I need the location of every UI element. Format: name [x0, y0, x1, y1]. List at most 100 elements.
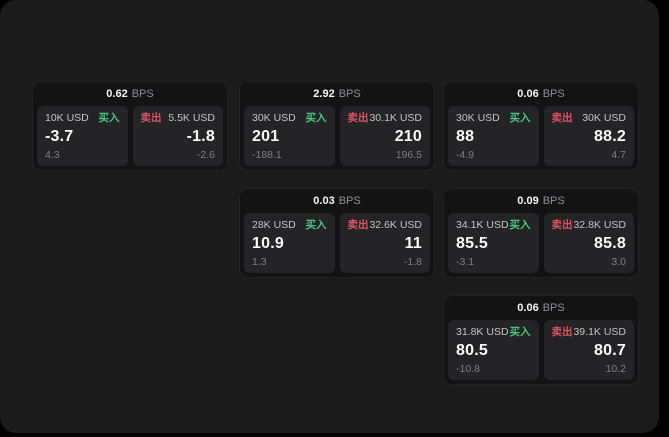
buy-sub-value: 1.3: [252, 255, 267, 268]
sell-tile-header: 卖出 5.5K USD: [141, 113, 216, 124]
buy-size-label: 30K USD: [456, 112, 500, 124]
spread-bps-value: 0.62: [106, 88, 128, 100]
quote-card: 0.06 BPS 30K USD 买入 88 -4.9 卖出 30K USD 8…: [444, 82, 638, 170]
buy-sub-value: -3.1: [456, 255, 475, 268]
sell-side-label: 卖出: [551, 112, 573, 124]
quote-card: 0.62 BPS 10K USD 买入 -3.7 4.3 卖出 5.5K USD…: [33, 82, 227, 170]
sell-quote-tile[interactable]: 卖出 30K USD 88.2 4.7: [543, 106, 634, 166]
spread-bps-value: 0.03: [313, 195, 335, 207]
sell-quote-tile[interactable]: 卖出 32.8K USD 85.8 3.0: [543, 213, 634, 273]
buy-sub-value: 4.3: [45, 148, 60, 161]
buy-quote-tile[interactable]: 34.1K USD 买入 85.5 -3.1: [448, 213, 539, 273]
card-spread-header: 0.06 BPS: [444, 82, 638, 106]
sell-side-label: 卖出: [347, 112, 369, 124]
sell-side-label: 卖出: [551, 326, 573, 338]
buy-quote-tile[interactable]: 30K USD 买入 201 -188.1: [244, 106, 335, 166]
sell-quote-tile[interactable]: 卖出 32.6K USD 11 -1.8: [339, 213, 430, 273]
buy-price-value: 88: [456, 127, 475, 145]
sell-side-label: 卖出: [140, 112, 162, 124]
buy-side-label: 买入: [98, 112, 120, 124]
sell-price-value: 88.2: [594, 127, 626, 145]
buy-size-label: 10K USD: [45, 112, 89, 124]
bps-unit-label: BPS: [338, 195, 361, 207]
quote-tiles: 28K USD 买入 10.9 1.3 卖出 32.6K USD 11 -1.8: [244, 213, 430, 273]
buy-size-label: 34.1K USD: [456, 219, 509, 231]
bps-unit-label: BPS: [542, 302, 565, 314]
buy-side-label: 买入: [509, 112, 531, 124]
spread-bps-value: 0.06: [517, 302, 539, 314]
quote-tiles: 34.1K USD 买入 85.5 -3.1 卖出 32.8K USD 85.8…: [448, 213, 634, 273]
sell-sub-value: 10.2: [605, 362, 626, 375]
buy-price-value: 80.5: [456, 341, 488, 359]
sell-sub-value: 4.7: [611, 148, 626, 161]
sell-sub-value: -2.6: [196, 148, 215, 161]
buy-tile-header: 34.1K USD 买入: [456, 220, 531, 231]
card-spread-header: 0.62 BPS: [33, 82, 227, 106]
sell-size-label: 30K USD: [582, 112, 626, 124]
sell-quote-tile[interactable]: 卖出 39.1K USD 80.7 10.2: [543, 320, 634, 380]
sell-size-label: 32.8K USD: [573, 219, 626, 231]
buy-side-label: 买入: [305, 219, 327, 231]
sell-price-value: 85.8: [594, 234, 626, 252]
quote-card: 2.92 BPS 30K USD 买入 201 -188.1 卖出 30.1K …: [240, 82, 434, 170]
buy-tile-header: 30K USD 买入: [252, 113, 327, 124]
buy-quote-tile[interactable]: 28K USD 买入 10.9 1.3: [244, 213, 335, 273]
buy-sub-value: -4.9: [456, 148, 475, 161]
buy-price-value: 201: [252, 127, 280, 145]
sell-tile-header: 卖出 32.8K USD: [552, 220, 627, 231]
quote-tiles: 10K USD 买入 -3.7 4.3 卖出 5.5K USD -1.8 -2.…: [37, 106, 223, 166]
sell-side-label: 卖出: [347, 219, 369, 231]
quote-card: 0.06 BPS 31.8K USD 买入 80.5 -10.8 卖出 39.1…: [444, 296, 638, 384]
buy-size-label: 28K USD: [252, 219, 296, 231]
card-spread-header: 0.09 BPS: [444, 189, 638, 213]
card-spread-header: 0.06 BPS: [444, 296, 638, 320]
spread-bps-value: 2.92: [313, 88, 335, 100]
sell-price-value: 80.7: [594, 341, 626, 359]
bps-unit-label: BPS: [338, 88, 361, 100]
quote-tiles: 30K USD 买入 88 -4.9 卖出 30K USD 88.2 4.7: [448, 106, 634, 166]
buy-size-label: 31.8K USD: [456, 326, 509, 338]
quote-tiles: 30K USD 买入 201 -188.1 卖出 30.1K USD 210 1…: [244, 106, 430, 166]
sell-size-label: 32.6K USD: [369, 219, 422, 231]
buy-price-value: -3.7: [45, 127, 74, 145]
quote-tiles: 31.8K USD 买入 80.5 -10.8 卖出 39.1K USD 80.…: [448, 320, 634, 380]
sell-price-value: -1.8: [186, 127, 215, 145]
quote-cards-grid: 0.62 BPS 10K USD 买入 -3.7 4.3 卖出 5.5K USD…: [33, 82, 638, 384]
quote-card: 0.09 BPS 34.1K USD 买入 85.5 -3.1 卖出 32.8K…: [444, 189, 638, 277]
sell-tile-header: 卖出 30K USD: [552, 113, 627, 124]
bps-unit-label: BPS: [542, 88, 565, 100]
buy-price-value: 10.9: [252, 234, 284, 252]
sell-tile-header: 卖出 39.1K USD: [552, 327, 627, 338]
buy-tile-header: 30K USD 买入: [456, 113, 531, 124]
card-spread-header: 2.92 BPS: [240, 82, 434, 106]
buy-size-label: 30K USD: [252, 112, 296, 124]
sell-sub-value: 3.0: [611, 255, 626, 268]
buy-side-label: 买入: [509, 219, 531, 231]
sell-price-value: 210: [394, 127, 422, 145]
buy-quote-tile[interactable]: 30K USD 买入 88 -4.9: [448, 106, 539, 166]
buy-sub-value: -10.8: [456, 362, 480, 375]
sell-tile-header: 卖出 32.6K USD: [348, 220, 423, 231]
buy-tile-header: 31.8K USD 买入: [456, 327, 531, 338]
buy-quote-tile[interactable]: 31.8K USD 买入 80.5 -10.8: [448, 320, 539, 380]
buy-price-value: 85.5: [456, 234, 488, 252]
sell-quote-tile[interactable]: 卖出 5.5K USD -1.8 -2.6: [132, 106, 223, 166]
quote-card: 0.03 BPS 28K USD 买入 10.9 1.3 卖出 32.6K US…: [240, 189, 434, 277]
bps-unit-label: BPS: [542, 195, 565, 207]
spread-bps-value: 0.06: [517, 88, 539, 100]
buy-sub-value: -188.1: [252, 148, 282, 161]
sell-side-label: 卖出: [551, 219, 573, 231]
sell-price-value: 11: [404, 234, 422, 252]
buy-side-label: 买入: [305, 112, 327, 124]
sell-size-label: 30.1K USD: [369, 112, 422, 124]
buy-tile-header: 28K USD 买入: [252, 220, 327, 231]
sell-sub-value: 196.5: [395, 148, 422, 161]
sell-tile-header: 卖出 30.1K USD: [348, 113, 423, 124]
buy-quote-tile[interactable]: 10K USD 买入 -3.7 4.3: [37, 106, 128, 166]
trading-quotes-window: 0.62 BPS 10K USD 买入 -3.7 4.3 卖出 5.5K USD…: [0, 0, 659, 433]
sell-quote-tile[interactable]: 卖出 30.1K USD 210 196.5: [339, 106, 430, 166]
spread-bps-value: 0.09: [517, 195, 539, 207]
buy-tile-header: 10K USD 买入: [45, 113, 120, 124]
card-spread-header: 0.03 BPS: [240, 189, 434, 213]
bps-unit-label: BPS: [131, 88, 154, 100]
